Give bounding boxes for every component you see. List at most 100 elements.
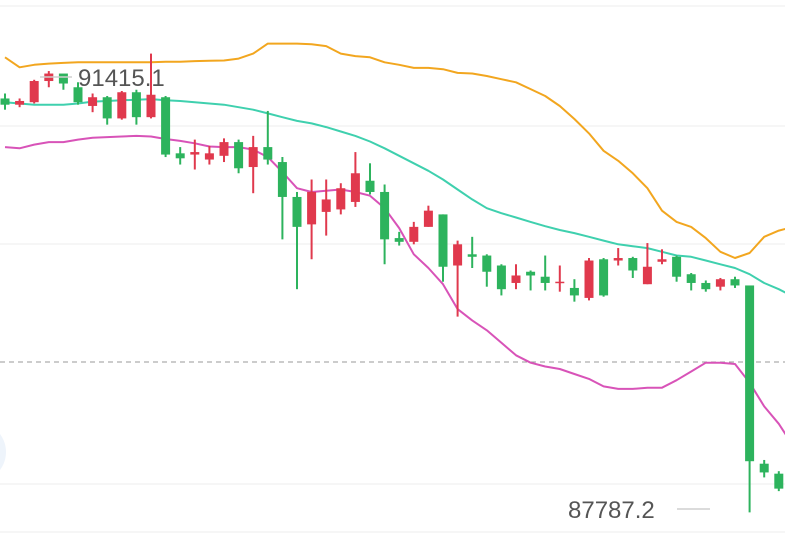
candle <box>569 279 579 302</box>
side-button[interactable] <box>0 422 6 482</box>
candle <box>234 139 244 174</box>
grid-lines <box>0 5 785 533</box>
candle-body <box>263 147 273 160</box>
candle <box>555 265 565 292</box>
candle-body <box>336 188 346 210</box>
candle-body <box>686 274 696 283</box>
candle-body <box>672 256 682 277</box>
candle-body <box>511 275 521 283</box>
candle <box>175 147 185 165</box>
candle <box>482 254 492 287</box>
candle-body <box>350 173 360 202</box>
candle-body <box>117 92 127 119</box>
candle <box>599 258 609 297</box>
candle-body <box>219 142 229 156</box>
candle-body <box>730 279 740 286</box>
candle-body <box>58 73 68 84</box>
candle <box>336 183 346 215</box>
candle-body <box>88 97 98 106</box>
candle-body <box>599 259 609 296</box>
candle-body <box>569 287 579 296</box>
candle <box>438 214 448 282</box>
high-price-label: 91415.1 <box>78 65 165 92</box>
candle-body <box>292 196 302 227</box>
upper-band-line <box>4 42 785 259</box>
candle <box>613 248 623 266</box>
lower-band-line <box>4 134 785 436</box>
candle <box>15 98 25 108</box>
candle <box>321 179 331 236</box>
candle-body <box>204 153 214 160</box>
candle-body <box>102 97 112 119</box>
candle <box>44 71 54 88</box>
candle-body <box>161 97 171 155</box>
candle <box>131 89 141 125</box>
candle-body <box>0 98 10 105</box>
candle <box>701 280 711 292</box>
candles <box>0 53 784 513</box>
candle <box>58 73 68 90</box>
candle-body <box>584 260 594 298</box>
candle-body <box>642 266 652 285</box>
candle-body <box>175 153 185 159</box>
candle <box>350 152 360 207</box>
candle-body <box>29 81 39 103</box>
candle-body <box>73 87 83 103</box>
candle-body <box>365 180 375 192</box>
candle <box>365 163 375 195</box>
candle-body <box>321 199 331 212</box>
candle-body <box>15 100 25 105</box>
candle <box>642 243 652 285</box>
candle-body <box>277 162 287 197</box>
candle-body <box>423 210 433 227</box>
candle <box>730 276 740 288</box>
candle <box>774 471 784 492</box>
candle <box>672 255 682 282</box>
candle-body <box>774 473 784 489</box>
candle <box>0 93 10 110</box>
candle-body <box>715 279 725 287</box>
candle-body <box>759 463 769 473</box>
candle <box>117 90 127 120</box>
candle <box>759 459 769 478</box>
candle <box>102 95 112 125</box>
candle-body <box>467 254 477 257</box>
candle <box>715 277 725 291</box>
candle-body <box>438 214 448 267</box>
candle-body <box>380 191 390 240</box>
candle <box>657 249 667 265</box>
candle <box>409 221 419 245</box>
candle <box>292 191 302 290</box>
candle <box>73 82 83 105</box>
candle <box>467 236 477 268</box>
candle-body <box>540 276 550 283</box>
candle-body <box>613 258 623 261</box>
candle <box>263 110 273 165</box>
candle-body <box>234 142 244 169</box>
candle-body <box>453 244 463 266</box>
candle <box>540 255 550 291</box>
candle-body <box>131 92 141 118</box>
candle <box>453 240 463 317</box>
candle-body <box>394 238 404 242</box>
candle <box>88 93 98 113</box>
middle-band-line <box>4 98 785 294</box>
candle <box>380 184 390 265</box>
candle-body <box>496 265 506 290</box>
candle <box>394 231 404 246</box>
candle <box>584 258 594 301</box>
candle-body <box>555 281 565 284</box>
candle <box>686 272 696 291</box>
price-markers: 91415.1 87787.2 <box>40 65 710 524</box>
candle-body <box>701 282 711 290</box>
candle-body <box>146 94 156 118</box>
candle <box>511 264 521 290</box>
candle-body <box>307 191 317 225</box>
side-button-circle[interactable] <box>0 422 6 482</box>
candle <box>29 79 39 104</box>
candle <box>277 157 287 240</box>
candle-body <box>657 259 667 262</box>
low-price-label: 87787.2 <box>568 497 655 524</box>
candle <box>204 145 214 165</box>
